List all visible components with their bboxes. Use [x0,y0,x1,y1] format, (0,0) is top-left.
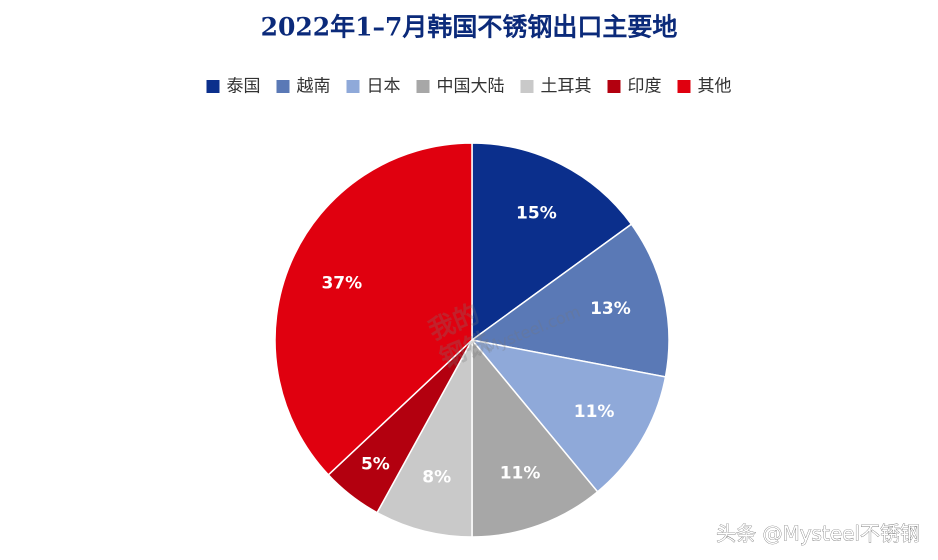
legend-label: 土耳其 [541,77,592,97]
value-label: 11% [500,463,541,483]
legend-swatch [276,80,290,93]
legend-swatch [346,80,360,93]
legend-swatch [677,80,691,93]
legend-swatch [607,80,621,93]
pie-slice [376,339,473,538]
legend-swatch [206,80,220,93]
legend-label: 越南 [297,77,331,97]
legend: 泰国 越南 日本 中国大陆 土耳其 印度 其他 [206,77,732,97]
pie-slice [471,142,633,342]
legend-swatch [520,80,534,93]
pie-slice [274,142,473,476]
pie-slice [470,338,667,493]
legend-swatch [416,80,430,93]
legend-label: 日本 [367,77,401,97]
pie-slice [471,337,599,538]
value-label: 15% [516,204,557,224]
pie: 15% 13% 11% 11% 8% 5% 37% [274,142,670,538]
value-label: 13% [590,299,631,319]
value-label: 11% [574,402,615,422]
value-label: 37% [321,274,362,294]
pie-slice [470,223,670,378]
legend-label: 印度 [628,77,662,97]
chart-title: 2022年1–7月韩国不锈钢出口主要地 [261,13,678,42]
value-label: 8% [422,467,451,487]
footer-credit: 头条 @Mysteel不锈钢 [716,522,920,546]
legend-label: 中国大陆 [437,77,505,97]
legend-label: 其他 [698,77,732,97]
legend-label: 泰国 [227,77,261,97]
value-label: 5% [361,455,390,475]
